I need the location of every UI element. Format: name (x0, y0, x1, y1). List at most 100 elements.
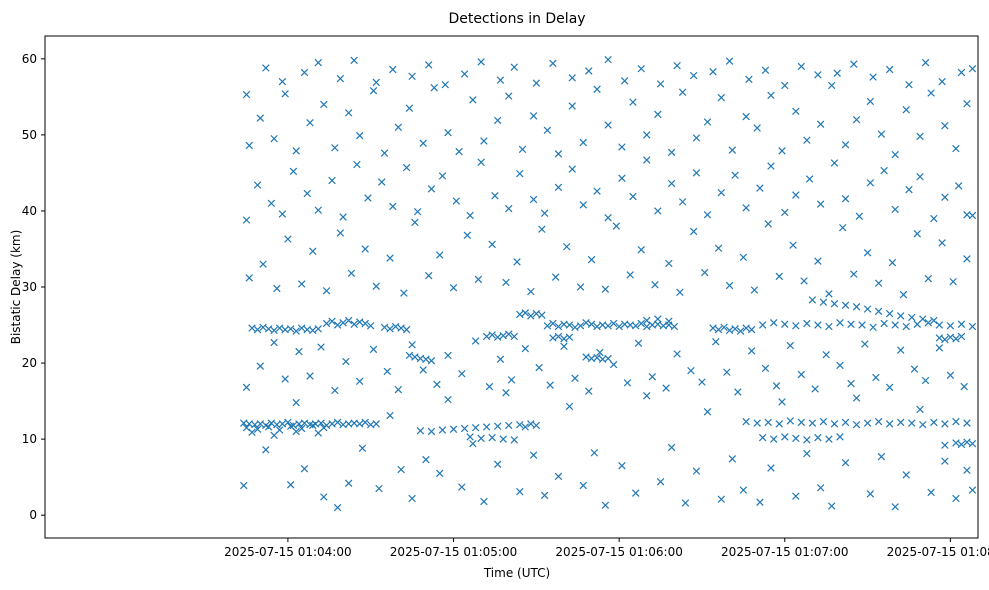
y-tick-label: 10 (22, 432, 37, 446)
detection-point (248, 428, 256, 437)
detection-point (935, 344, 944, 352)
detection-point (725, 281, 734, 290)
detection-point (921, 376, 930, 385)
detection-point (747, 325, 756, 334)
detection-point (896, 346, 905, 354)
detection-point (850, 60, 858, 68)
detection-point (841, 141, 850, 149)
detection-point (444, 395, 452, 404)
detection-point (930, 214, 938, 223)
detection-point (292, 327, 300, 335)
detection-point (527, 312, 535, 320)
detection-point (576, 283, 585, 291)
detection-point (369, 345, 378, 354)
detection-point (386, 254, 394, 262)
detection-point (927, 488, 935, 497)
detection-point (424, 271, 433, 280)
detection-point (333, 503, 342, 512)
detection-point (941, 457, 949, 465)
detection-point (380, 323, 389, 332)
detection-point (808, 296, 817, 304)
y-axis-label: Bistatic Delay (km) (9, 230, 23, 345)
detection-point (516, 169, 524, 178)
detection-point (306, 118, 314, 127)
detection-point (637, 246, 645, 254)
detection-point (521, 344, 530, 353)
detection-point (654, 320, 662, 328)
detection-point (891, 150, 899, 159)
detection-point (949, 277, 957, 286)
detection-point (314, 429, 322, 437)
detection-point (543, 322, 552, 330)
detection-point (400, 289, 408, 297)
detection-point (717, 93, 726, 102)
detection-point (604, 214, 612, 222)
detection-point (455, 147, 463, 156)
detection-point (314, 325, 322, 333)
detection-point (471, 423, 480, 432)
detection-point (408, 494, 416, 503)
detection-point (458, 483, 466, 491)
detection-point (587, 255, 596, 264)
detection-point (333, 321, 342, 329)
detection-point (300, 68, 309, 77)
detection-point (565, 402, 574, 411)
detection-point (378, 178, 386, 186)
detection-point (427, 185, 436, 193)
detection-point (952, 439, 960, 447)
detection-point (502, 278, 510, 287)
detection-point (963, 255, 971, 263)
detection-point (877, 130, 886, 138)
detection-point (800, 277, 808, 285)
detection-point (874, 307, 883, 316)
detection-point (402, 325, 411, 334)
detection-point (819, 298, 828, 306)
detection-point (811, 385, 819, 393)
detection-point (827, 81, 836, 90)
detection-point (372, 282, 380, 290)
detection-point (665, 317, 673, 325)
detection-point (245, 274, 253, 282)
detection-point (963, 99, 971, 108)
detection-point (643, 156, 651, 164)
detection-point (411, 218, 419, 227)
detection-point (286, 481, 295, 489)
detection-point (477, 58, 485, 66)
detection-point (444, 128, 452, 137)
detection-point (397, 324, 405, 332)
detection-point (350, 56, 358, 65)
detection-point (267, 199, 276, 208)
detection-point (510, 332, 518, 341)
detection-point (968, 64, 977, 73)
detection-point (416, 427, 425, 435)
detection-point (303, 189, 311, 198)
detection-point (656, 80, 665, 88)
detection-point (852, 394, 861, 402)
detection-point (585, 387, 593, 395)
detection-point (816, 484, 825, 492)
detection-point (516, 487, 524, 496)
detection-point (527, 287, 535, 296)
detection-point (739, 486, 748, 494)
detection-point (767, 91, 775, 100)
detection-point (731, 171, 739, 179)
detection-point (560, 334, 568, 343)
detection-point (814, 321, 822, 329)
detection-point (742, 324, 750, 332)
detection-point (297, 324, 306, 332)
detection-point (353, 160, 361, 169)
detection-point (554, 183, 563, 192)
detection-point (692, 169, 701, 177)
detection-point (253, 425, 262, 433)
detection-point (827, 502, 836, 510)
detection-point (328, 317, 336, 325)
detection-point (631, 489, 640, 497)
detection-point (654, 207, 662, 215)
detection-point (822, 350, 830, 359)
detection-point (322, 287, 331, 295)
detection-point (505, 204, 513, 213)
detection-point (535, 363, 543, 372)
detection-point (891, 205, 899, 214)
detection-point (916, 132, 924, 141)
detection-point (957, 320, 966, 328)
